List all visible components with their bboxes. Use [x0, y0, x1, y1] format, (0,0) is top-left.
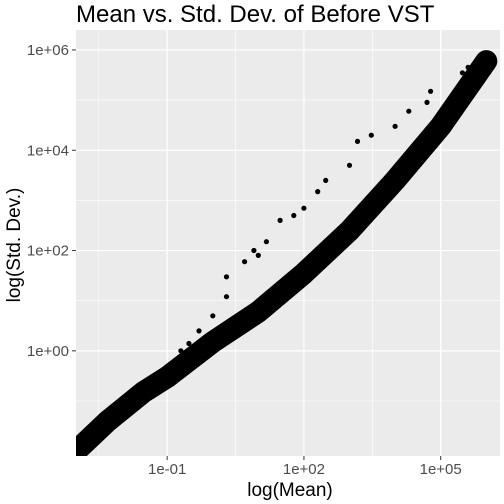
- data-point: [263, 239, 269, 245]
- data-point: [465, 64, 471, 70]
- chart-title: Mean vs. Std. Dev. of Before VST: [76, 1, 435, 28]
- x-tick-label: 1e-01: [148, 461, 186, 478]
- data-point: [172, 374, 178, 380]
- data-point: [210, 313, 216, 319]
- data-point: [346, 162, 353, 168]
- data-point: [127, 406, 133, 412]
- scatter-points: [76, 53, 489, 454]
- data-point: [459, 70, 465, 76]
- data-point: [251, 247, 257, 254]
- data-point: [150, 376, 156, 382]
- data-point: [242, 259, 248, 265]
- data-point: [150, 391, 156, 397]
- data-point: [323, 177, 329, 183]
- y-tick-label: 1e+02: [27, 243, 69, 260]
- data-point: [392, 123, 398, 129]
- data-point: [424, 99, 430, 105]
- data-point: [105, 421, 111, 427]
- data-point: [164, 378, 170, 384]
- data-point: [196, 350, 202, 356]
- data-point: [255, 252, 261, 258]
- data-point: [186, 359, 192, 365]
- data-point: [186, 340, 192, 347]
- data-point: [178, 348, 184, 354]
- data-point: [406, 108, 412, 114]
- data-point: [119, 411, 125, 417]
- y-tick-label: 1e+00: [27, 343, 69, 360]
- data-point: [157, 385, 163, 391]
- data-point: [368, 132, 374, 138]
- y-axis: 1e+00 1e+02 1e+04 1e+06: [27, 42, 76, 360]
- y-tick-label: 1e+04: [27, 142, 69, 159]
- data-point: [223, 274, 230, 280]
- data-point: [132, 400, 138, 406]
- grid-major: [76, 30, 500, 456]
- sparse-point-tail: [76, 373, 171, 455]
- x-tick-label: 1e+05: [420, 461, 462, 478]
- y-tick-label: 1e+06: [27, 42, 69, 59]
- data-point: [76, 448, 79, 454]
- data-point: [428, 88, 434, 94]
- data-point: [140, 381, 146, 387]
- data-point: [301, 205, 307, 211]
- data-point: [277, 217, 283, 223]
- x-axis: 1e-01 1e+02 1e+05: [148, 456, 462, 478]
- data-point: [140, 396, 146, 402]
- y-axis-title: log(Std. Dev.): [4, 188, 25, 303]
- data-point: [223, 294, 230, 300]
- trend-band: [76, 50, 498, 456]
- data-point: [483, 53, 489, 59]
- data-point: [178, 365, 184, 371]
- x-axis-title: log(Mean): [247, 480, 333, 501]
- data-point: [196, 328, 202, 334]
- x-tick-label: 1e+02: [283, 461, 325, 478]
- data-point: [354, 138, 361, 144]
- data-point: [291, 212, 297, 219]
- data-point: [315, 189, 321, 195]
